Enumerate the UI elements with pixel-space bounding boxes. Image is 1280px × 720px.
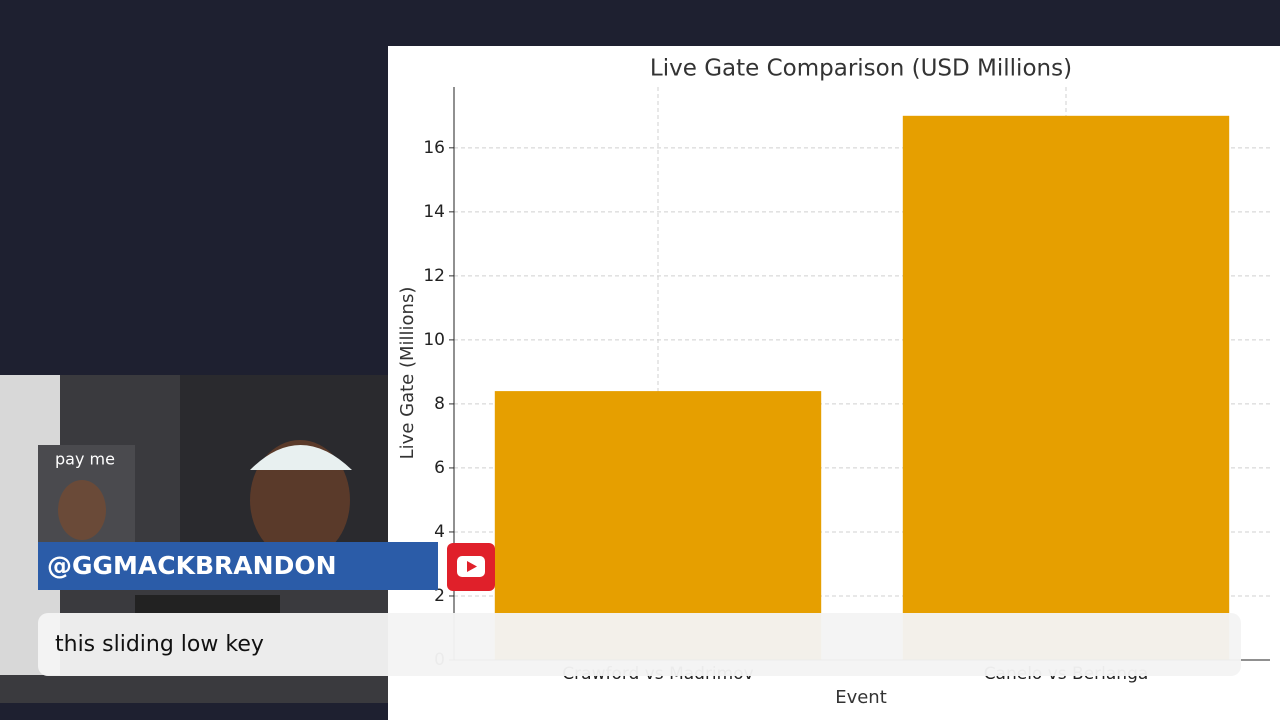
poster — [135, 595, 280, 613]
handle: @GGMACKBRANDON — [47, 551, 337, 580]
name-banner — [38, 542, 438, 590]
y-tick-label: 4 — [434, 522, 445, 542]
caption-bar — [38, 613, 1241, 676]
thumbnail-face — [58, 480, 106, 540]
chart-title: Live Gate Comparison (USD Millions) — [650, 56, 1072, 82]
y-tick-label: 2 — [434, 586, 445, 606]
y-tick-label: 6 — [434, 458, 445, 478]
y-tick-label: 16 — [423, 138, 445, 158]
cap — [250, 445, 352, 470]
caption: this sliding low key — [55, 632, 264, 657]
thumbnail-label: pay me — [55, 450, 115, 469]
y-axis-label: Live Gate (Millions) — [397, 287, 418, 460]
bar — [902, 115, 1230, 660]
y-tick-label: 10 — [423, 330, 445, 350]
youtube-play — [467, 561, 477, 572]
y-tick-label: 14 — [423, 202, 445, 222]
x-axis-label: Event — [835, 687, 887, 708]
y-tick-label: 12 — [423, 266, 445, 286]
y-tick-label: 8 — [434, 394, 445, 414]
